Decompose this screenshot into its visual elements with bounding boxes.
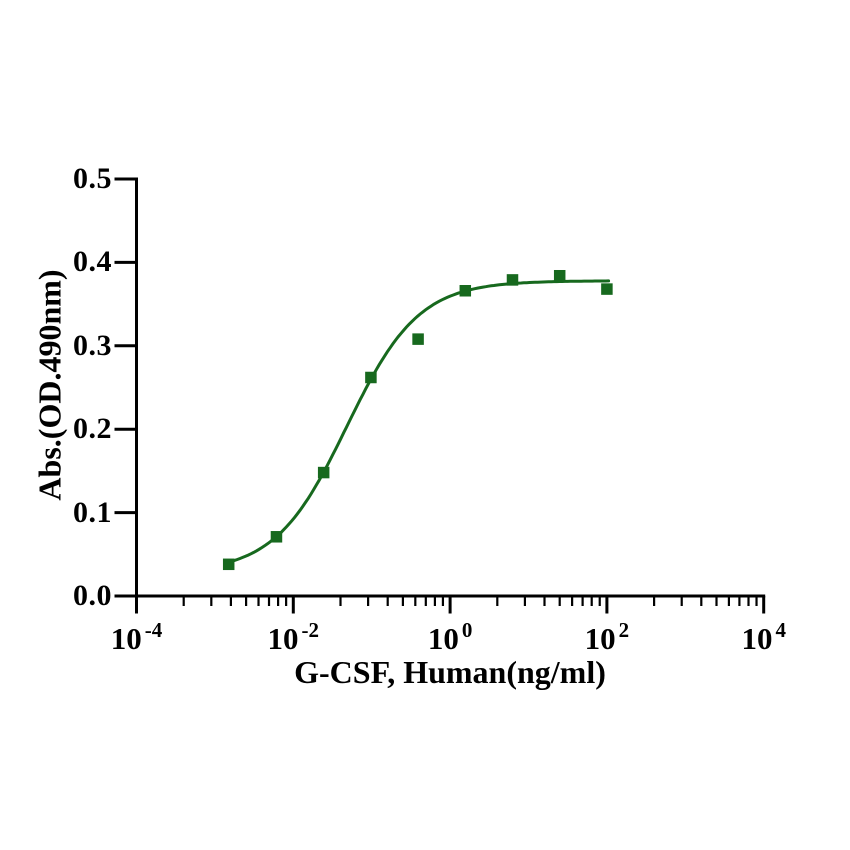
data-point-marker — [412, 333, 424, 345]
x-tick-exponent: -4 — [144, 618, 163, 642]
x-tick-base: 10 — [267, 621, 299, 656]
data-point-marker — [270, 531, 283, 543]
data-point-marker — [601, 283, 613, 295]
x-tick-exponent: 4 — [775, 618, 786, 642]
x-tick-label: 10 -4 — [82, 613, 192, 656]
x-tick-base: 10 — [741, 621, 773, 656]
y-tick-label: 0.0 — [73, 579, 112, 612]
data-point-marker — [506, 274, 519, 286]
data-point-marker — [222, 558, 235, 571]
y-tick-label: 0.4 — [73, 245, 112, 279]
fit-curve — [224, 279, 611, 565]
x-axis-title: G-CSF, Human(ng/ml) — [294, 654, 606, 690]
data-point-marker — [553, 269, 566, 282]
x-tick-exponent: -2 — [301, 618, 320, 642]
x-tick-label: 10 2 — [552, 613, 662, 656]
x-tick-base: 10 — [110, 621, 142, 656]
y-axis-title: Abs.(OD.490nm) — [31, 269, 68, 501]
data-point-marker — [317, 466, 330, 479]
x-tick-label: 10 4 — [709, 613, 819, 656]
x-tick-base: 10 — [427, 621, 459, 656]
x-tick-base: 10 — [584, 621, 616, 656]
y-tick-label: 0.5 — [73, 162, 112, 195]
x-tick-exponent: 2 — [618, 618, 630, 642]
y-tick-label: 0.3 — [73, 328, 112, 362]
x-tick-exponent: 0 — [461, 618, 473, 642]
y-tick-label: 0.2 — [73, 412, 112, 446]
x-tick-label: 10 -2 — [238, 613, 348, 656]
x-tick-label: 10 0 — [395, 613, 505, 656]
y-tick-label: 0.1 — [73, 495, 112, 529]
data-point-marker — [365, 371, 377, 384]
data-point-marker — [459, 285, 472, 297]
